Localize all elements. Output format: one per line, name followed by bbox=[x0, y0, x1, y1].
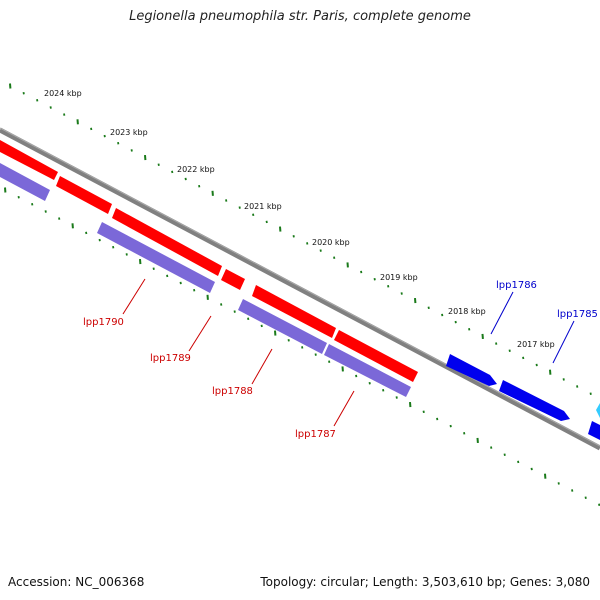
gene-feature[interactable] bbox=[588, 421, 600, 440]
leader-line bbox=[188, 315, 212, 352]
gene-labels: lpp1790 lpp1789 lpp1788 lpp1787 lpp1786 … bbox=[83, 280, 598, 440]
genome-backbone bbox=[0, 127, 600, 451]
gene-feature[interactable] bbox=[221, 269, 245, 290]
genome-summary-text: Topology: circular; Length: 3,503,610 bp… bbox=[260, 575, 590, 589]
cds-feature[interactable] bbox=[97, 222, 215, 293]
gene-feature[interactable] bbox=[0, 140, 58, 180]
scale-label: 2017 kbp bbox=[517, 340, 555, 349]
leader-line bbox=[333, 390, 355, 427]
scale-label: 2019 kbp bbox=[380, 273, 418, 282]
accession-text: Accession: NC_006368 bbox=[8, 575, 145, 589]
gene-label-lpp1785[interactable]: lpp1785 bbox=[557, 309, 598, 320]
label-leaders bbox=[122, 278, 575, 427]
cds-feature[interactable] bbox=[238, 299, 327, 354]
gene-features-purple bbox=[0, 163, 411, 397]
cds-feature[interactable] bbox=[324, 344, 411, 397]
gene-feature[interactable] bbox=[252, 285, 336, 338]
scale-label: 2020 kbp bbox=[312, 238, 350, 247]
genome-backbone-highlight bbox=[0, 127, 600, 447]
gene-features-blue bbox=[446, 354, 600, 440]
scale-label: 2024 kbp bbox=[44, 89, 82, 98]
gene-feature[interactable] bbox=[499, 380, 570, 421]
leader-line bbox=[490, 291, 514, 335]
gene-label-lpp1790[interactable]: lpp1790 bbox=[83, 317, 124, 328]
gene-features-red bbox=[0, 140, 418, 382]
gene-label-lpp1787[interactable]: lpp1787 bbox=[295, 429, 336, 440]
outer-tick-track bbox=[9, 83, 592, 395]
inner-tick-track bbox=[4, 187, 600, 507]
gene-feature[interactable] bbox=[446, 354, 497, 386]
gene-feature[interactable] bbox=[112, 208, 222, 276]
leader-line bbox=[552, 320, 575, 364]
leader-line bbox=[251, 348, 273, 385]
scale-label: 2018 kbp bbox=[448, 307, 486, 316]
gene-feature[interactable] bbox=[596, 403, 600, 418]
gene-label-lpp1789[interactable]: lpp1789 bbox=[150, 353, 191, 364]
scale-label: 2023 kbp bbox=[110, 128, 148, 137]
leader-line bbox=[122, 278, 146, 315]
scale-label: 2022 kbp bbox=[177, 165, 215, 174]
scale-labels: 2024 kbp 2023 kbp 2022 kbp 2021 kbp 2020… bbox=[44, 89, 555, 349]
gene-feature[interactable] bbox=[334, 330, 418, 382]
scale-label: 2021 kbp bbox=[244, 202, 282, 211]
gene-label-lpp1786[interactable]: lpp1786 bbox=[496, 280, 537, 291]
gene-label-lpp1788[interactable]: lpp1788 bbox=[212, 386, 253, 397]
gene-feature[interactable] bbox=[56, 176, 112, 214]
cds-feature[interactable] bbox=[0, 163, 50, 201]
map-title: Legionella pneumophila str. Paris, compl… bbox=[129, 9, 471, 24]
